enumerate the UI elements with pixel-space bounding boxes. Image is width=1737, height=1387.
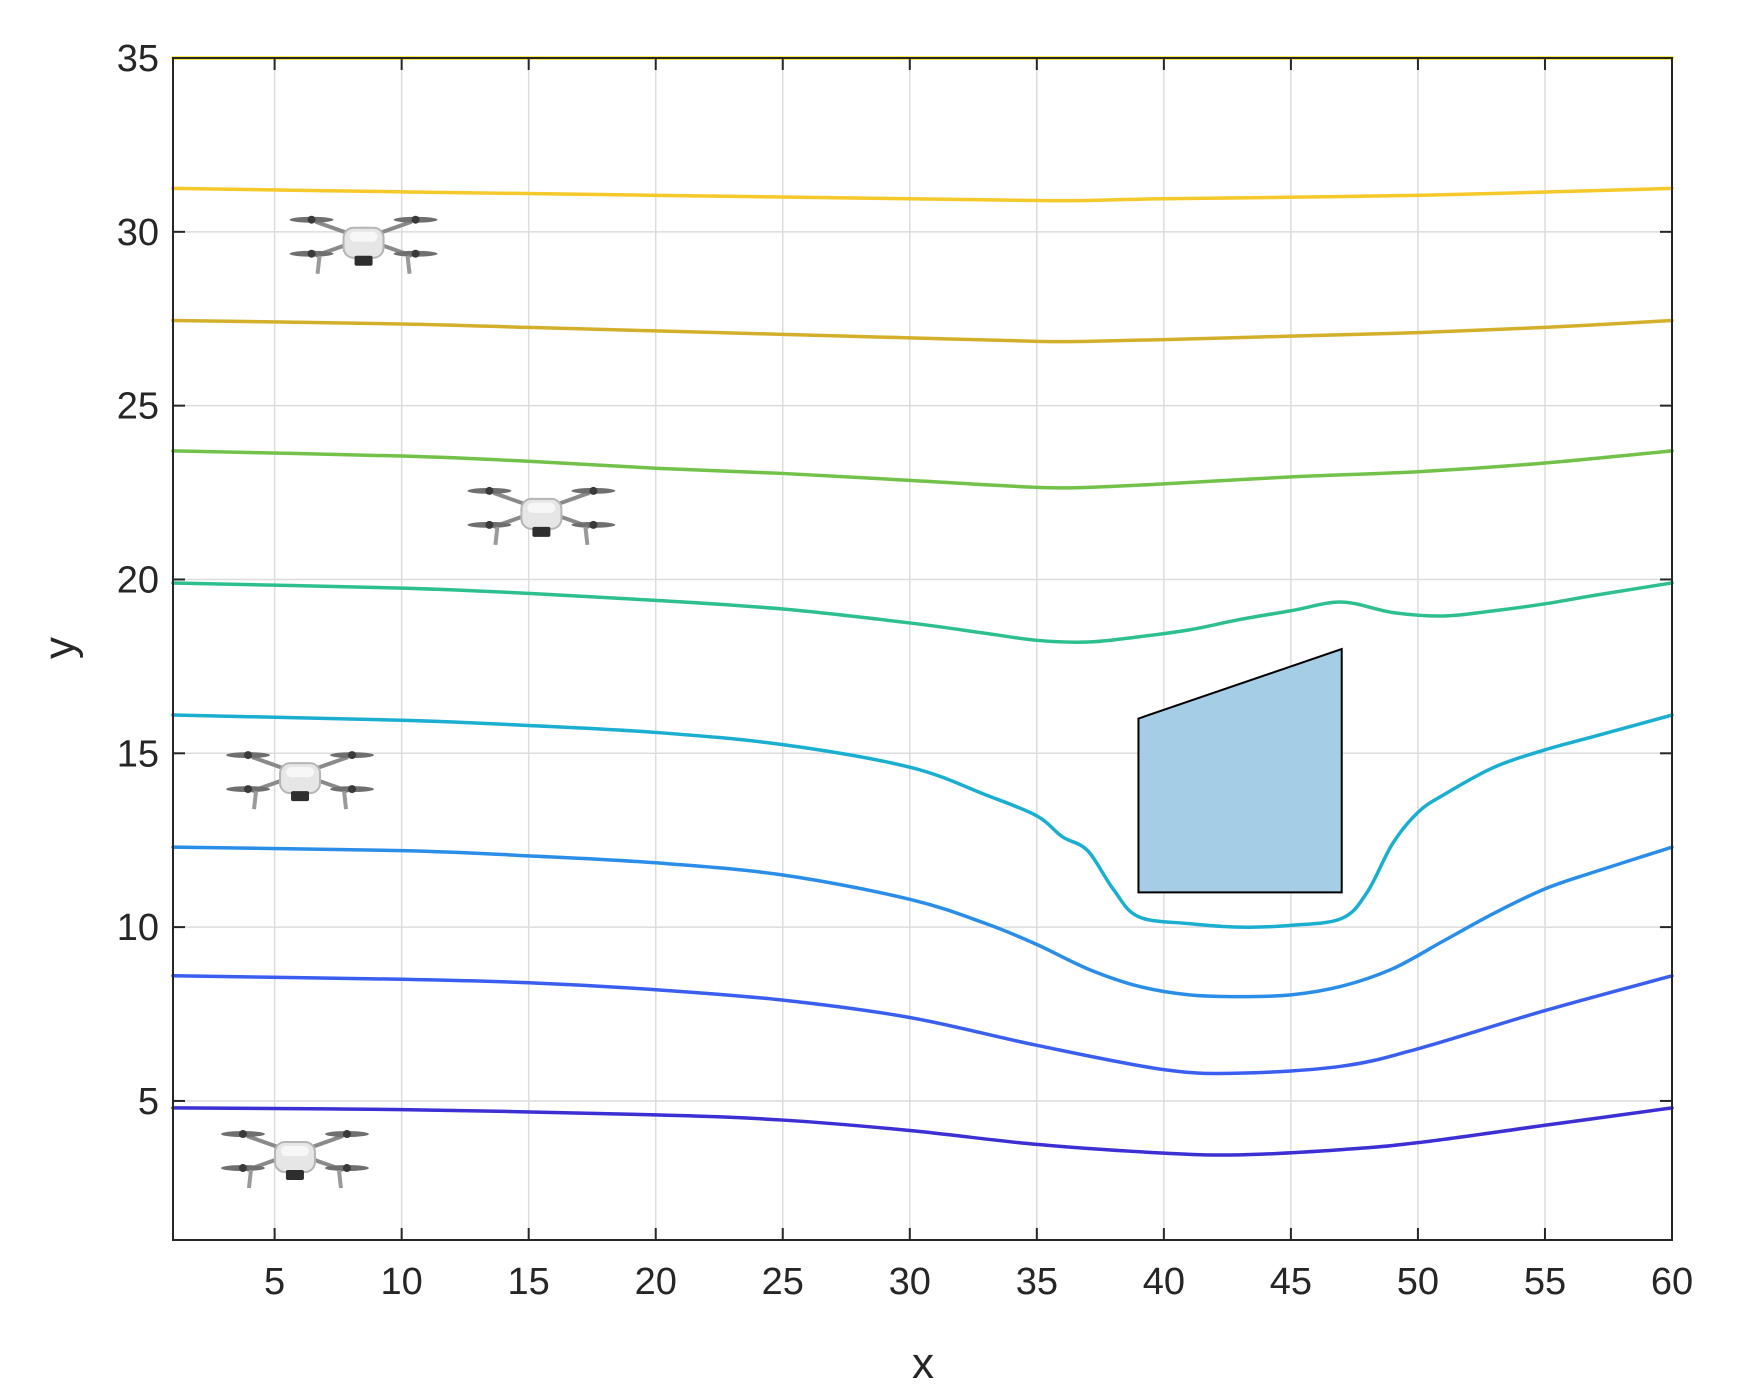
x-tick-label: 45 [1270, 1261, 1312, 1303]
series-line-2 [171, 974, 1674, 1076]
x-tick-label: 10 [381, 1261, 423, 1303]
x-tick-label: 55 [1524, 1261, 1566, 1303]
drone-layer [220, 215, 616, 1189]
y-tick-label: 20 [117, 559, 159, 601]
x-tick-label: 15 [508, 1261, 550, 1303]
y-tick-label: 15 [117, 733, 159, 775]
x-tick-label: 20 [635, 1261, 677, 1303]
series-line-5 [171, 581, 1674, 644]
axes-box [172, 57, 1673, 1241]
y-tick-label: 5 [138, 1081, 159, 1123]
drone-icon [289, 215, 438, 274]
y-tick-label: 10 [117, 907, 159, 949]
x-tick-label: 30 [889, 1261, 931, 1303]
series-line-7 [171, 318, 1674, 344]
x-tick-label: 35 [1016, 1261, 1058, 1303]
obstacle-layer [1137, 647, 1343, 894]
grid-lines [173, 57, 1673, 1240]
x-tick-label: 40 [1143, 1261, 1185, 1303]
series-line-4 [171, 713, 1674, 929]
x-tick-label: 60 [1651, 1261, 1693, 1303]
drone-icon [220, 1130, 369, 1189]
x-tick-label: 25 [762, 1261, 804, 1303]
y-tick-label: 25 [117, 386, 159, 428]
x-tick-label: 5 [264, 1261, 285, 1303]
series-line-3 [171, 845, 1674, 999]
series-line-1 [171, 1106, 1674, 1157]
series-line-8 [171, 186, 1674, 203]
x-axis-label: x [912, 1339, 934, 1387]
drone-icon [226, 751, 375, 810]
y-axis-label: y [35, 637, 84, 659]
y-tick-label: 30 [117, 212, 159, 254]
series-lines [171, 56, 1674, 1157]
series-line-6 [171, 449, 1674, 490]
x-tick-label: 50 [1397, 1261, 1439, 1303]
axes [172, 57, 1673, 1241]
tick-labels: 5 10 15 20 25 30 35 40 45 50 55 60 5 10 15 20 25 30 35 [117, 38, 1693, 1303]
obstacle-polygon [1137, 647, 1343, 894]
drone-icon [467, 486, 616, 546]
y-tick-label: 35 [117, 38, 159, 80]
